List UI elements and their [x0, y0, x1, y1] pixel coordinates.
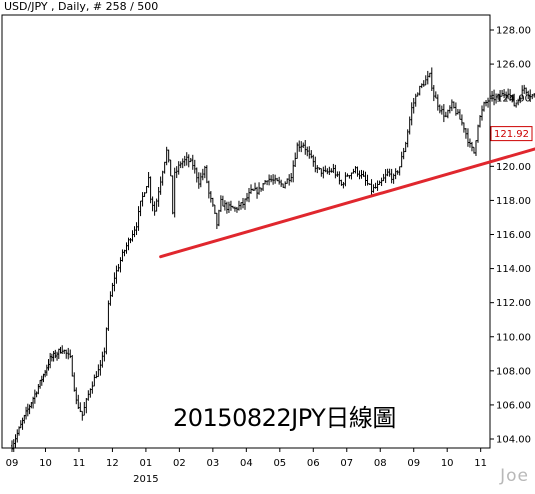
- x-year-label: 2015: [133, 474, 158, 485]
- price-bars: [11, 67, 535, 452]
- last-price-box: [490, 126, 533, 142]
- y-tick-label: 112.00: [496, 298, 531, 309]
- y-tick-label: 108.00: [496, 366, 531, 377]
- last-price-label: 121.92: [494, 129, 529, 140]
- last-price-marker: 121.92: [490, 126, 533, 142]
- chart-annotation-text: 20150822JPY日線圖: [173, 404, 396, 432]
- trendline: [159, 147, 535, 259]
- y-tick-label: 126.00: [496, 60, 531, 71]
- y-tick-label: 114.00: [496, 264, 531, 275]
- x-tick-label: 05: [273, 458, 286, 469]
- x-tick-label: 01: [140, 458, 153, 469]
- chart-header-title: USD/JPY , Daily, # 258 / 500: [4, 0, 159, 13]
- y-tick-label: 124.00: [496, 94, 531, 105]
- x-tick-label: 09: [6, 458, 19, 469]
- x-tick-label: 04: [240, 458, 253, 469]
- x-tick-label: 03: [206, 458, 219, 469]
- x-tick-label: 06: [307, 458, 320, 469]
- x-tick-label: 09: [407, 458, 420, 469]
- y-tick-label: 116.00: [496, 230, 531, 241]
- watermark-text: Joe: [500, 466, 529, 486]
- x-tick-label: 11: [474, 458, 487, 469]
- x-tick-label: 02: [173, 458, 186, 469]
- y-tick-label: 118.00: [496, 196, 531, 207]
- y-tick-label: 106.00: [496, 400, 531, 411]
- x-tick-label: 10: [39, 458, 52, 469]
- x-axis: 09 10 11 12 01 02 03 04 05 06 07 08 09 10 11 2015: [6, 448, 487, 485]
- x-tick-label: 10: [441, 458, 454, 469]
- y-tick-label: 110.00: [496, 332, 531, 343]
- x-tick-label: 07: [340, 458, 353, 469]
- x-tick-label: 08: [374, 458, 387, 469]
- y-tick-label: 104.00: [496, 435, 531, 446]
- y-tick-label: 128.00: [496, 26, 531, 37]
- y-tick-label: 120.00: [496, 162, 531, 173]
- x-tick-label: 11: [73, 458, 86, 469]
- x-tick-label: 12: [106, 458, 119, 469]
